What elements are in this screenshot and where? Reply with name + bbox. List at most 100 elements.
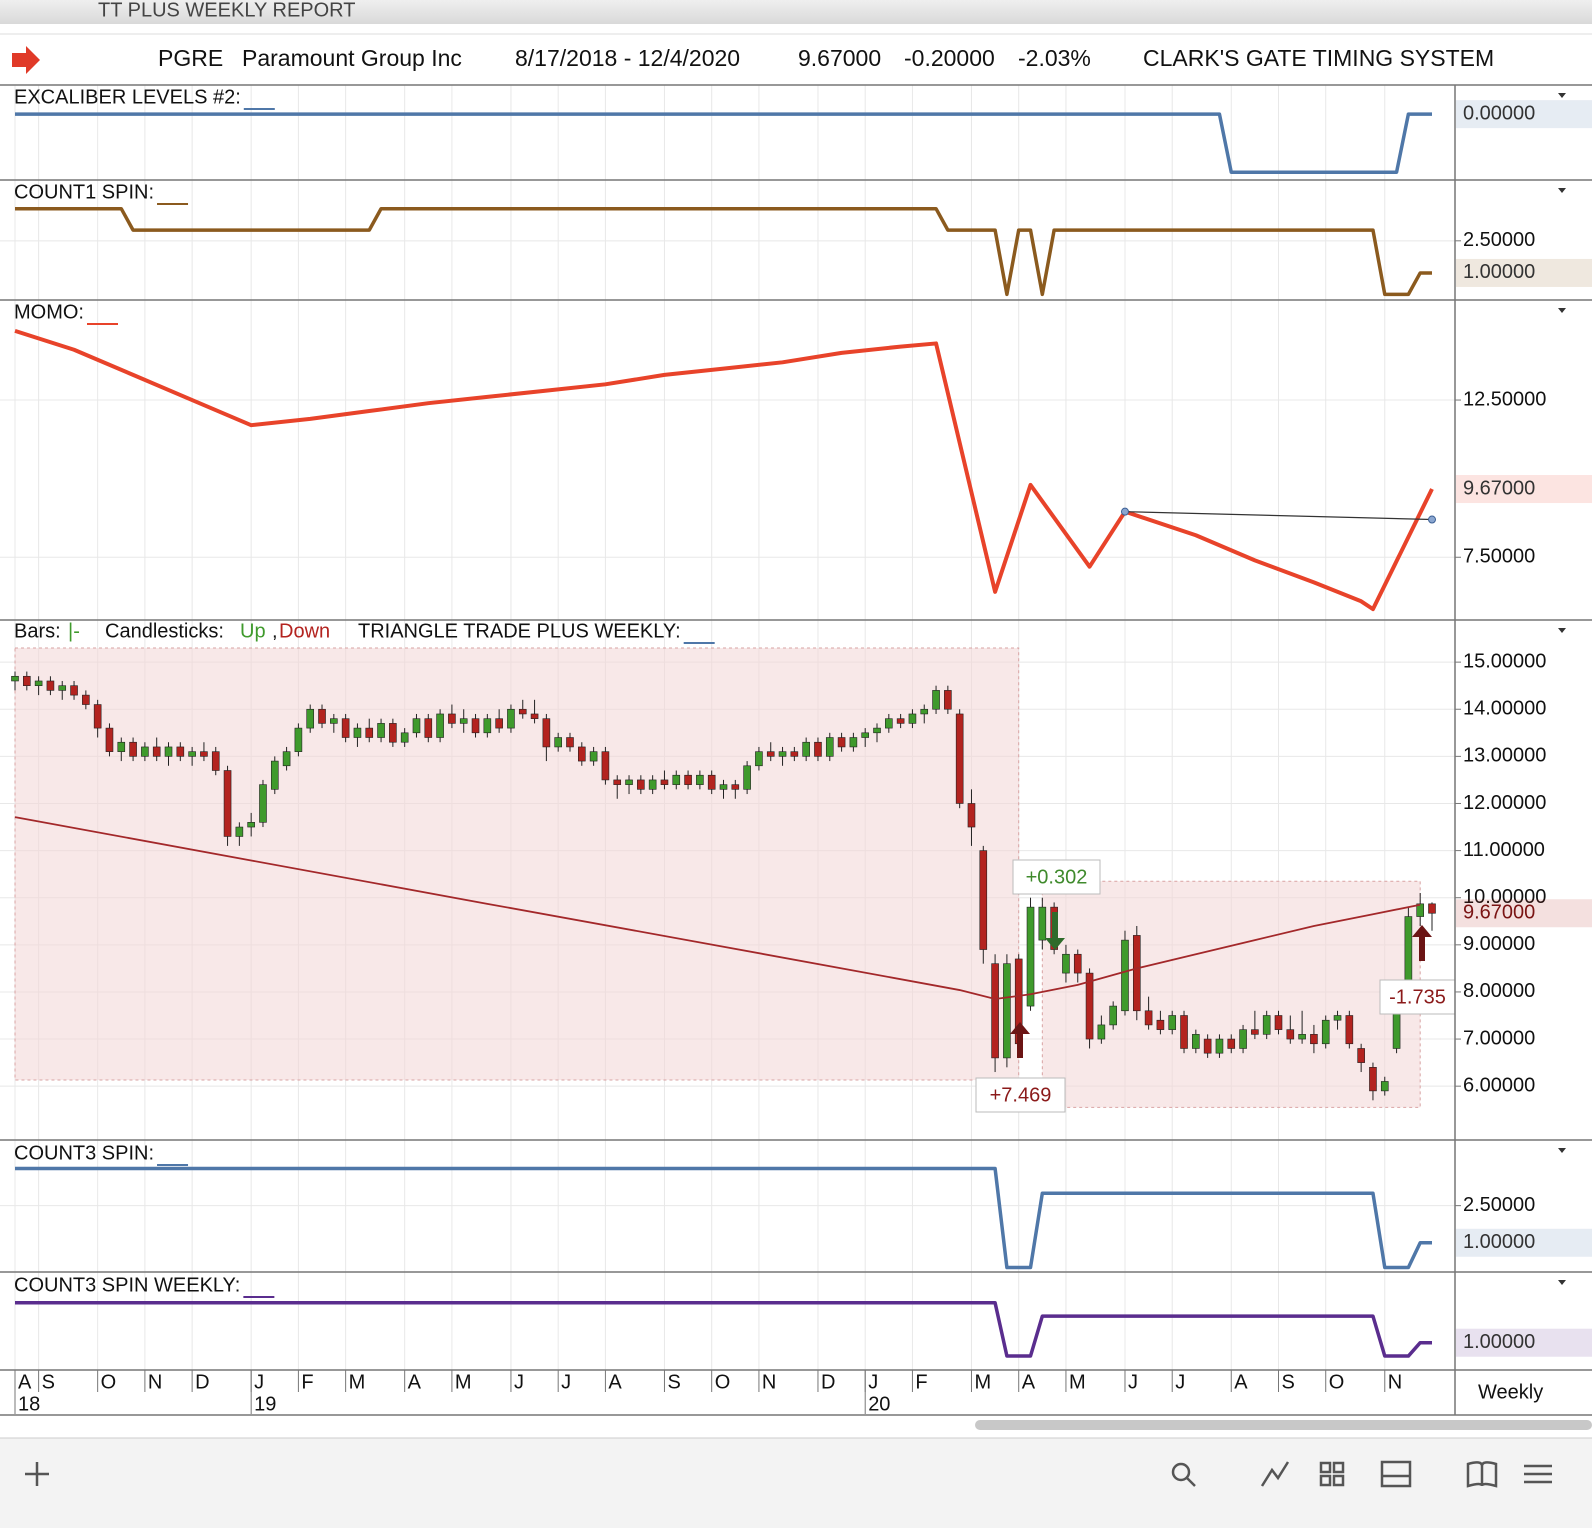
candle-body — [684, 774, 692, 785]
candle-body — [837, 737, 846, 748]
candle-body — [672, 774, 681, 785]
x-tick-label: F — [915, 1371, 927, 1393]
last-value-label: 9.67000 — [1463, 477, 1535, 499]
candle-body — [979, 850, 988, 950]
candle-body — [1132, 935, 1141, 1012]
last-value-label: 1.00000 — [1463, 261, 1535, 283]
last-value-box — [1456, 258, 1592, 287]
legend-separator: , — [272, 620, 278, 642]
legend-bars-mark: |- — [68, 620, 80, 642]
candle-body — [530, 713, 539, 719]
y-tick-label: 12.50000 — [1463, 388, 1546, 410]
annotation-box — [1379, 979, 1456, 1015]
scrollbar[interactable] — [975, 1420, 1592, 1430]
symbol: PGRE — [158, 45, 223, 71]
candle-body — [1097, 1024, 1106, 1040]
toolbar-icons[interactable] — [25, 1460, 1552, 1488]
candle-body — [211, 751, 220, 771]
candle-body — [1215, 1038, 1224, 1054]
trend-handle[interactable] — [1120, 507, 1129, 516]
trade-zone — [14, 647, 1020, 1081]
candle-body — [542, 718, 551, 748]
candle-body — [11, 675, 19, 682]
candle-body — [648, 779, 657, 790]
panel-title: MOMO: — [14, 301, 84, 323]
y-tick-label: 2.50000 — [1463, 229, 1535, 251]
candle-body — [424, 718, 433, 738]
x-tick-label: N — [1388, 1371, 1402, 1393]
candle-body — [105, 727, 114, 752]
y-tick-label: 12.00000 — [1463, 792, 1546, 814]
y-tick-label: 13.00000 — [1463, 745, 1546, 767]
candle-body — [400, 732, 409, 743]
candle-body — [1109, 1005, 1117, 1026]
legend-down: Down — [279, 620, 330, 642]
trend-handle[interactable] — [1428, 515, 1436, 524]
candle-body — [152, 746, 161, 757]
candle-body — [885, 718, 893, 729]
candle-body — [117, 741, 126, 752]
series-line — [14, 328, 1434, 612]
candle-body — [861, 732, 870, 738]
x-tick-label: J — [561, 1371, 571, 1393]
y-tick-label: 10.00000 — [1463, 886, 1546, 908]
candle-body — [601, 751, 610, 781]
candle-body — [164, 746, 173, 757]
candle-body — [365, 727, 374, 738]
annotation: +0.302 — [1026, 866, 1088, 888]
candle-body — [825, 737, 834, 757]
arrow-icon[interactable] — [12, 46, 40, 74]
x-tick-label: N — [148, 1371, 162, 1393]
signal-arrows — [1010, 912, 1432, 1058]
panel-title: EXCALIBER LEVELS #2: — [14, 86, 241, 108]
candle-body — [377, 723, 385, 738]
candle-body — [1321, 1019, 1330, 1045]
candle-body — [353, 727, 362, 738]
candle-body — [46, 680, 55, 691]
candle-body — [93, 704, 102, 729]
last-value-box — [1456, 475, 1592, 504]
candle-body — [719, 784, 728, 790]
candle-body — [566, 737, 574, 748]
series-line — [15, 1301, 1432, 1358]
title-bar — [0, 0, 1592, 24]
x-tick-label: A — [608, 1371, 622, 1393]
candle-body — [259, 784, 267, 823]
x-tick-label: J — [1175, 1371, 1185, 1393]
x-tick-label: A — [1022, 1371, 1036, 1393]
candle-body — [270, 760, 279, 790]
panel-borders — [0, 84, 1592, 1416]
y-tick-label: 11.00000 — [1463, 839, 1545, 861]
series-line — [15, 1166, 1432, 1270]
candle-body — [932, 690, 940, 710]
x-tick-label: M — [455, 1371, 472, 1393]
annotation-box — [975, 1077, 1066, 1113]
candle-body — [1262, 1015, 1271, 1035]
plot: +0.302 +7.469 -1.735 — [11, 112, 1456, 1358]
candle-body — [82, 694, 90, 705]
year-tick-label: 20 — [868, 1393, 890, 1415]
candle-body — [1369, 1067, 1377, 1092]
last-value-box — [1456, 1228, 1592, 1257]
x-tick-label: O — [715, 1371, 731, 1393]
panel-title: COUNT3 SPIN WEEKLY: — [14, 1274, 240, 1296]
candle-body — [459, 718, 468, 724]
legend-study: TRIANGLE TRADE PLUS WEEKLY: — [358, 620, 681, 642]
series-line — [15, 206, 1432, 297]
last-value-box — [1456, 899, 1592, 928]
candle-body — [790, 751, 799, 757]
x-tick-label: M — [349, 1371, 366, 1393]
trend-line — [1124, 511, 1433, 521]
toolbar — [0, 1438, 1592, 1528]
candle-body — [1310, 1034, 1318, 1045]
last-value-label: 1.00000 — [1463, 1231, 1535, 1253]
year-tick-label: 18 — [18, 1393, 40, 1415]
candle-body — [448, 713, 456, 724]
x-tick-label: S — [1281, 1371, 1294, 1393]
last-value-box — [1456, 100, 1592, 129]
panel-title: COUNT1 SPIN: — [14, 181, 154, 203]
legend-up: Up — [240, 620, 266, 642]
x-tick-label: J — [1128, 1371, 1138, 1393]
last-value-label: 1.00000 — [1463, 1331, 1535, 1353]
candle-body — [707, 774, 716, 790]
